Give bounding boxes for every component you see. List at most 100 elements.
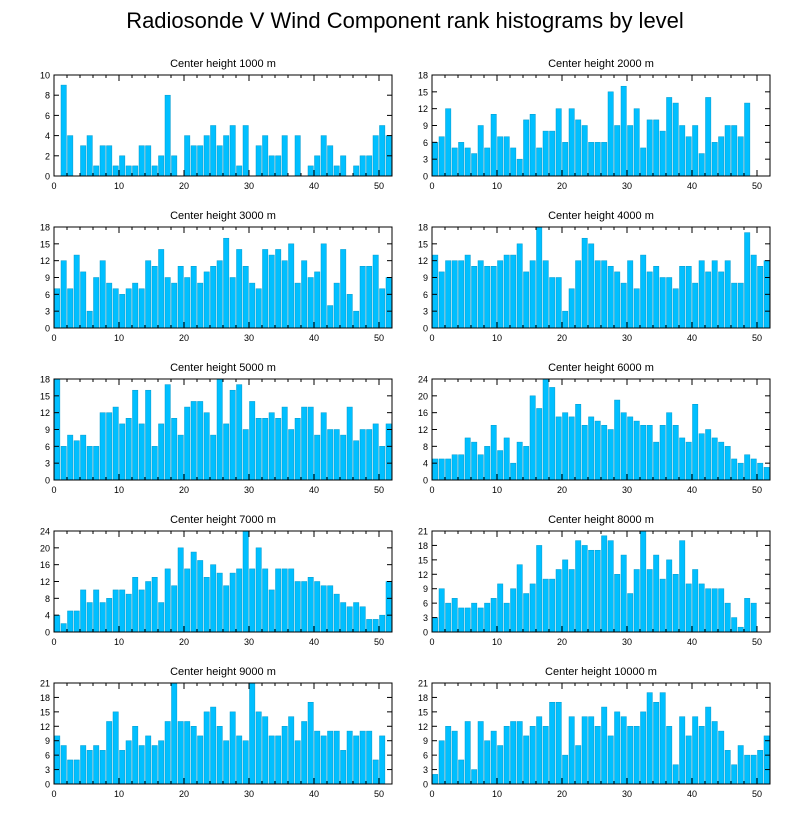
histogram-bar (555, 277, 562, 329)
histogram-bar (210, 266, 217, 329)
x-tick-label: 20 (557, 789, 567, 799)
x-tick-label: 20 (557, 333, 567, 343)
histogram-bar (359, 155, 366, 177)
histogram-bar (458, 260, 465, 329)
histogram-bar (438, 588, 445, 633)
histogram-bar (750, 254, 757, 329)
histogram-bar (307, 277, 314, 329)
histogram-bar (223, 585, 230, 633)
histogram-bar (438, 458, 445, 481)
histogram-bar (575, 260, 582, 329)
histogram-bar (705, 97, 712, 177)
histogram-bar (503, 437, 510, 481)
histogram-bar (698, 153, 705, 177)
histogram-bar (646, 569, 653, 633)
y-tick-label: 3 (423, 613, 428, 623)
histogram-bar (575, 119, 582, 177)
histogram-bar (353, 310, 360, 329)
x-tick-label: 30 (244, 789, 254, 799)
histogram-bar (184, 277, 191, 329)
histogram-bar (542, 130, 549, 177)
panel-title: Center height 4000 m (548, 210, 654, 222)
histogram-bar (744, 232, 751, 329)
histogram-bar (190, 266, 197, 329)
histogram-panel-10: Center height 10000 m 0 3 6 9 12 15 18 21 0 10 20 30… (418, 666, 771, 799)
histogram-bar (255, 145, 262, 177)
histogram-bar (125, 418, 132, 481)
histogram-bar (497, 136, 504, 177)
histogram-bar (307, 701, 314, 785)
histogram-bar (672, 574, 679, 633)
histogram-bar (340, 249, 347, 329)
y-tick-label: 3 (423, 307, 428, 317)
histogram-bar (327, 145, 334, 177)
histogram-bar (620, 554, 627, 633)
x-tick-label: 10 (492, 789, 502, 799)
histogram-bar (601, 535, 608, 633)
histogram-bar (385, 277, 392, 329)
histogram-bar (67, 610, 74, 633)
histogram-bar (151, 745, 158, 785)
histogram-bar (80, 434, 87, 481)
panel-title: Center height 9000 m (170, 666, 276, 678)
histogram-bar (685, 735, 692, 785)
x-tick-label: 10 (114, 485, 124, 495)
histogram-bar (60, 446, 67, 481)
histogram-bar (262, 716, 269, 785)
histogram-bar (138, 745, 145, 785)
y-tick-label: 12 (40, 408, 50, 418)
y-tick-label: 6 (45, 751, 50, 761)
histogram-bar (379, 735, 386, 785)
histogram-bar (353, 165, 360, 177)
histogram-bar (379, 614, 386, 633)
histogram-bar (633, 288, 640, 329)
y-tick-label: 21 (418, 527, 428, 537)
histogram-bar (601, 142, 608, 177)
histogram-bar (314, 581, 321, 633)
histogram-bar (568, 288, 575, 329)
histogram-bar (385, 423, 392, 481)
histogram-bar (529, 260, 536, 329)
y-tick-label: 16 (418, 408, 428, 418)
histogram-bar (73, 440, 80, 481)
histogram-bar (471, 602, 478, 633)
histogram-bar (529, 726, 536, 785)
histogram-bar (477, 607, 484, 633)
y-tick-label: 3 (45, 765, 50, 775)
histogram-bar (594, 142, 601, 177)
histogram-bar (281, 260, 288, 329)
histogram-bar (568, 108, 575, 177)
histogram-bar (503, 602, 510, 633)
panel-title: Center height 1000 m (170, 58, 276, 70)
y-tick-label: 15 (418, 707, 428, 717)
histogram-bar (737, 626, 744, 633)
y-tick-label: 18 (418, 541, 428, 551)
histogram-bar (145, 260, 152, 329)
histogram-bar (549, 387, 556, 481)
y-tick-label: 9 (423, 273, 428, 283)
histogram-bar (320, 135, 327, 177)
histogram-bar (516, 721, 523, 785)
x-tick-label: 50 (374, 333, 384, 343)
histogram-bar (640, 530, 647, 633)
x-tick-label: 0 (429, 333, 434, 343)
histogram-bar (614, 574, 621, 633)
histogram-bar (646, 119, 653, 177)
histogram-bar (67, 434, 74, 481)
x-tick-label: 10 (114, 637, 124, 647)
y-tick-label: 15 (40, 239, 50, 249)
histogram-bar (510, 462, 517, 481)
histogram-bar (327, 730, 334, 785)
histogram-bar (216, 378, 223, 481)
histogram-bar (737, 462, 744, 481)
y-tick-label: 8 (45, 91, 50, 101)
y-tick-label: 4 (45, 131, 50, 141)
histogram-bar (724, 602, 731, 633)
histogram-bar (99, 145, 106, 177)
histogram-bar (562, 559, 569, 633)
histogram-bar (588, 549, 595, 633)
histogram-bar (203, 271, 210, 329)
histogram-bar (80, 589, 87, 633)
x-tick-label: 30 (622, 333, 632, 343)
histogram-bar (190, 551, 197, 633)
